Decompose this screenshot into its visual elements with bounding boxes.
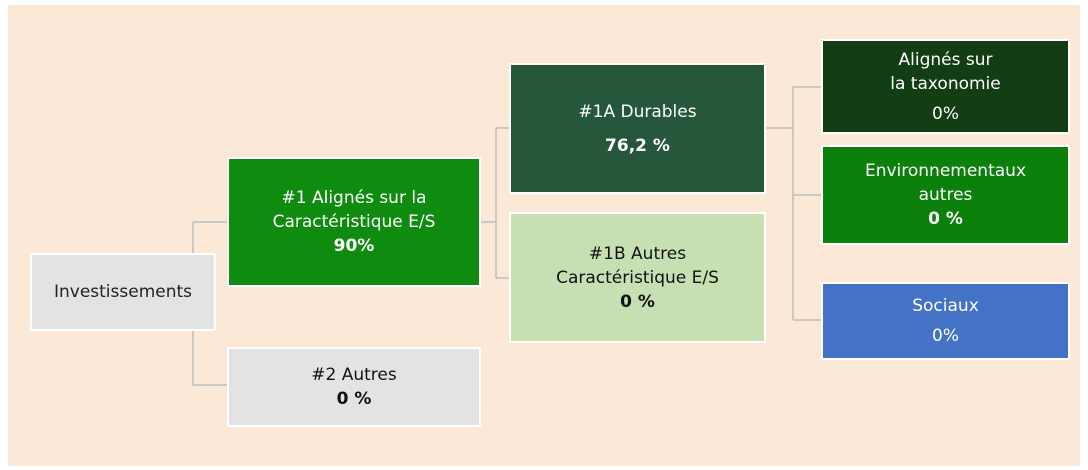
node-label: la taxonomie bbox=[890, 73, 1001, 94]
node-value: 0% bbox=[932, 326, 959, 346]
node-label: Sociaux bbox=[912, 296, 979, 316]
node: Investissements bbox=[30, 253, 216, 331]
node-value: 76,2 % bbox=[605, 135, 670, 156]
node-value: 0 % bbox=[336, 389, 372, 409]
node-label: #1A Durables bbox=[578, 101, 697, 122]
node-value: 0 % bbox=[620, 291, 655, 312]
node: Environnementaux autres 0 % bbox=[821, 145, 1070, 245]
node: Sociaux 0% bbox=[821, 282, 1070, 360]
node-label: Caractéristique E/S bbox=[556, 267, 719, 288]
node-label: #1 Alignés sur la bbox=[281, 188, 427, 208]
node-label: Environnementaux bbox=[864, 161, 1027, 181]
node: #2 Autres 0 % bbox=[227, 347, 481, 427]
node-value: 0 % bbox=[928, 209, 963, 229]
node-label: autres bbox=[918, 185, 973, 205]
node-label: #1B Autres bbox=[588, 243, 687, 264]
node-label: Alignés sur bbox=[898, 49, 993, 70]
node: #1A Durables 76,2 % bbox=[509, 63, 766, 194]
node-label: Caractéristique E/S bbox=[272, 212, 436, 232]
node: #1 Alignés sur la Caractéristique E/S 90% bbox=[227, 157, 481, 287]
node-label: Investissements bbox=[53, 282, 193, 302]
node-value: 0% bbox=[932, 103, 959, 124]
node-value: 90% bbox=[333, 236, 375, 256]
node: Alignés sur la taxonomie 0% bbox=[821, 39, 1070, 134]
node-label: #2 Autres bbox=[311, 365, 397, 385]
node: #1B Autres Caractéristique E/S 0 % bbox=[509, 212, 766, 343]
